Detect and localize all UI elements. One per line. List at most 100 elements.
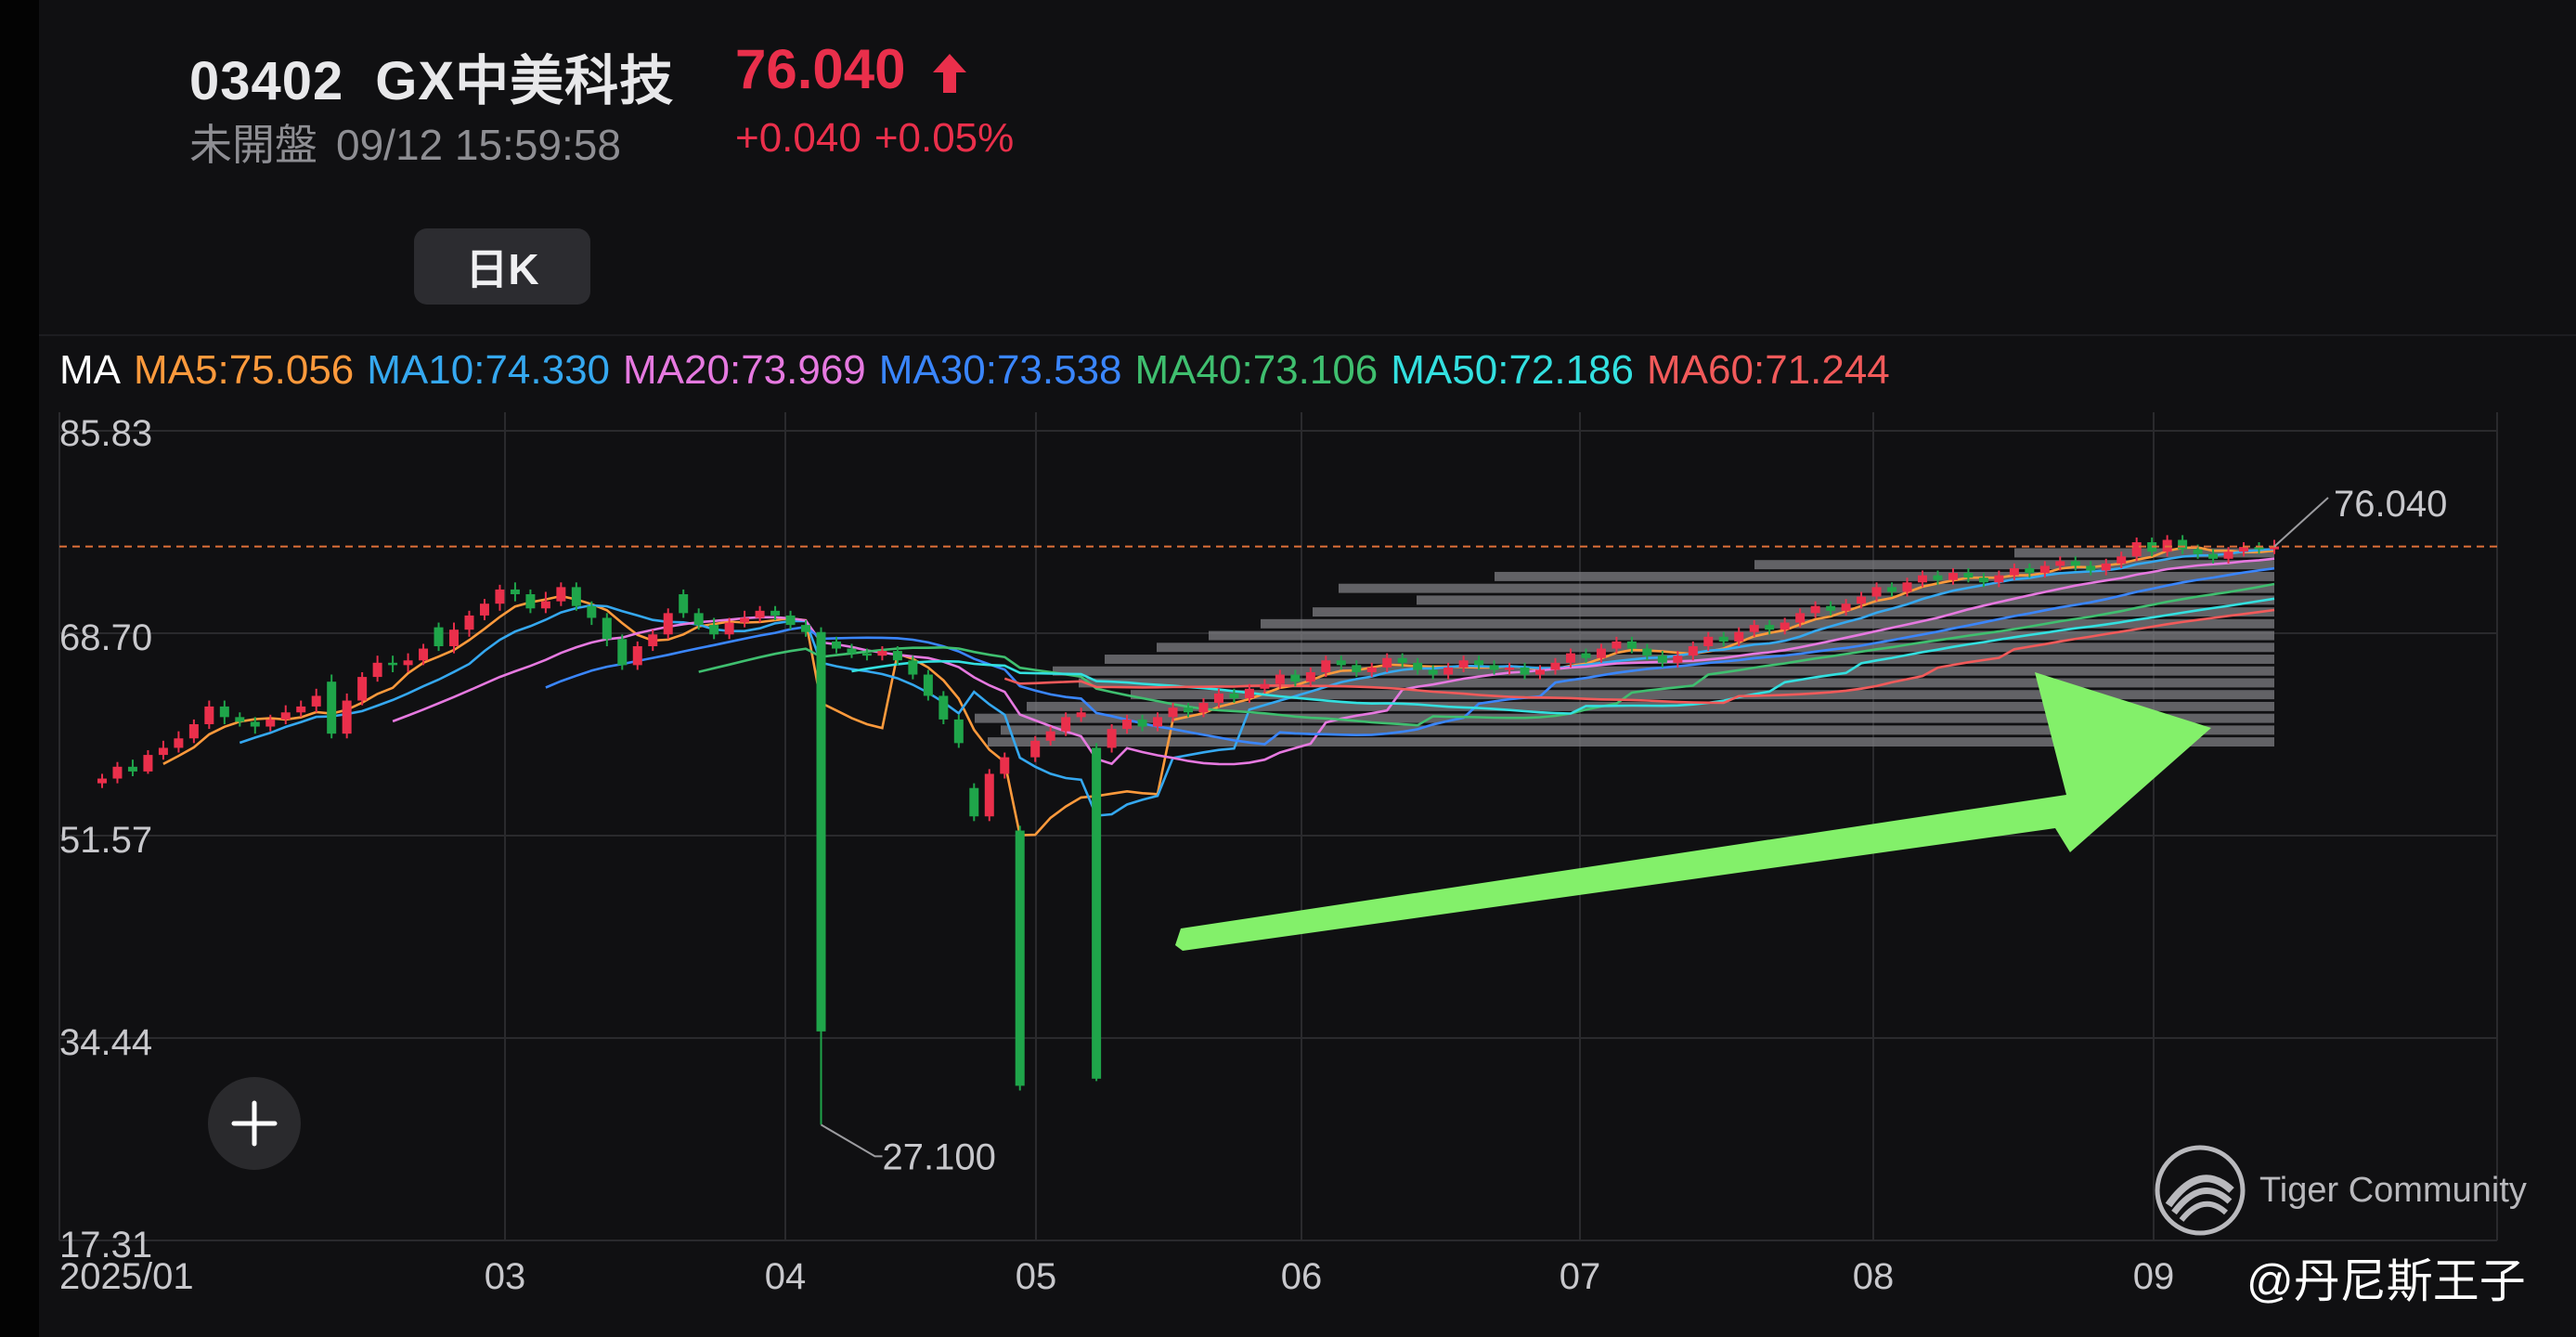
candle-body [1887,587,1897,592]
candle-body [1933,575,1943,580]
candle-body [892,651,902,661]
volume-profile-bar [1261,618,2274,629]
candle-body [816,631,826,1032]
candle-body [388,662,398,666]
candle-body [587,605,597,618]
candle-body [1826,605,1836,611]
tab-daily-k[interactable]: 日K [414,228,590,305]
candle-body [2039,565,2050,574]
x-tick-label: 08 [1853,1256,1895,1297]
stock-code: 03402 [189,51,344,111]
candle-body [97,778,107,784]
candle-body [1810,605,1820,614]
volume-profile-bar [1105,655,2274,664]
candle-body [1000,757,1010,774]
low-price-leader [821,1123,883,1158]
candle-body [127,766,137,772]
candle-body [2055,561,2065,566]
candle-body [403,660,413,666]
candle-body [112,766,123,779]
candle-body [2208,553,2219,559]
left-edge [0,0,39,1337]
candle-body [1994,575,2004,583]
candle-body [861,653,872,656]
volume-profile-bar [1131,690,2274,700]
candle-body [1978,578,1988,583]
candle-body [495,589,505,604]
candle-body [204,706,214,724]
candle-body [434,627,444,646]
x-tick-label: 07 [1560,1256,1601,1297]
candle-body [1581,653,1591,658]
candle-body [1122,719,1133,730]
candle-body [2070,561,2080,566]
candle-body [357,677,368,701]
candle-body [1765,625,1775,630]
candle-body [801,625,811,632]
candle-body [1092,747,1102,1079]
candle-body [1734,631,1744,642]
x-tick-label: 06 [1281,1256,1323,1297]
volume-profile-bar [1053,666,2274,676]
candle-body [1352,665,1362,672]
ma40-line [698,582,2275,727]
candle-body [1168,707,1178,718]
tiger-logo-icon [2155,1145,2246,1236]
candle-body [1229,693,1239,698]
y-tick-label: 34.44 [59,1022,152,1063]
price-change: +0.040 +0.05% [735,115,1014,162]
author-credit: @丹尼斯王子 [2246,1255,2526,1307]
ma-legend-item: MA10:74.330 [367,347,611,393]
candle-body [602,617,612,640]
candle-body [158,747,168,756]
candle-body [1137,719,1147,727]
ma20-line [392,557,2275,766]
candle-body [663,613,673,635]
last-price-value: 76.040 [735,38,906,100]
candle-body [1749,625,1759,632]
candle-body [969,787,979,817]
candle-body [280,712,291,720]
candle-body [724,622,734,635]
candle-body [1612,641,1622,649]
candle-body [709,625,719,635]
candle-body [785,615,796,626]
candle-body [923,674,933,696]
divider [39,334,2576,336]
up-arrow-icon [933,54,967,94]
candle-body [2178,539,2188,550]
ma-legend-item: MA5:75.056 [134,347,355,393]
candle-body [1857,596,1867,604]
volume-profile-bar [1339,583,2274,593]
candle-body [342,700,352,734]
candle-body [1963,573,1974,578]
candle-body [770,610,781,616]
change-abs: +0.040 [735,115,861,161]
ma50-line [851,597,2275,715]
candle-body [831,641,841,649]
candle-body [1336,660,1346,666]
candle-body [540,601,550,609]
candle-body [1213,693,1223,704]
candle-body [525,594,536,609]
last-price-leader [2273,497,2329,548]
candle-body [1275,674,1285,684]
candle-body [2193,549,2203,554]
add-indicator-button[interactable] [208,1077,301,1170]
market-status-text: 未開盤 [189,121,317,169]
candle-body [693,613,704,626]
candle-body [1871,587,1882,597]
candle-body [1413,662,1423,670]
x-tick-label: 04 [765,1256,807,1297]
candle-body [1688,645,1698,656]
y-tick-label: 85.83 [59,413,152,454]
candle-body [1535,669,1546,675]
volume-profile-bar [1495,571,2274,581]
ma-legend: MA MA5:75.056 MA10:74.330 MA20:73.969 MA30:7… [59,347,1903,394]
candle-body [1184,707,1193,713]
candle-body [755,610,765,618]
candle-body [2131,542,2142,557]
candle-body [1061,717,1071,732]
tiger-community-logo: Tiger Community [2154,1144,2527,1237]
